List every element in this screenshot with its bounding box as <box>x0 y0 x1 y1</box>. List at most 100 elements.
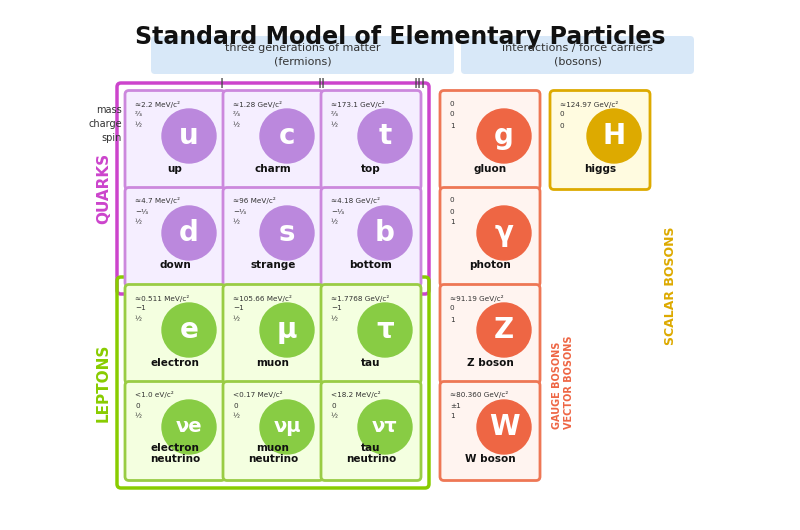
Circle shape <box>260 206 314 260</box>
Text: νe: νe <box>176 418 202 437</box>
Circle shape <box>260 109 314 163</box>
Text: charm: charm <box>254 163 291 173</box>
Text: ⅔: ⅔ <box>233 111 240 118</box>
Text: <0.17 MeV/c²: <0.17 MeV/c² <box>233 392 282 399</box>
FancyBboxPatch shape <box>550 91 650 190</box>
Text: ≈2.2 MeV/c²: ≈2.2 MeV/c² <box>135 101 180 108</box>
Text: Z: Z <box>494 316 514 344</box>
FancyBboxPatch shape <box>440 188 540 287</box>
Text: −1: −1 <box>135 305 146 312</box>
Text: interactions / force carriers
(bosons): interactions / force carriers (bosons) <box>502 43 653 67</box>
Text: ≈1.7768 GeV/c²: ≈1.7768 GeV/c² <box>331 295 390 302</box>
Text: ½: ½ <box>135 413 142 420</box>
Text: ≈4.7 MeV/c²: ≈4.7 MeV/c² <box>135 198 180 205</box>
FancyBboxPatch shape <box>223 285 323 384</box>
Text: γ: γ <box>494 219 514 247</box>
Text: Z boson: Z boson <box>466 358 514 367</box>
Text: mass: mass <box>96 105 122 115</box>
Text: H: H <box>602 122 626 150</box>
Circle shape <box>260 400 314 454</box>
Text: ≈91.19 GeV/c²: ≈91.19 GeV/c² <box>450 295 504 302</box>
Text: SCALAR BOSONS: SCALAR BOSONS <box>664 226 677 344</box>
FancyBboxPatch shape <box>151 36 454 74</box>
Text: t: t <box>378 122 392 150</box>
Text: 1: 1 <box>450 219 454 225</box>
FancyBboxPatch shape <box>125 382 225 481</box>
Text: 0: 0 <box>135 402 140 409</box>
Text: u: u <box>179 122 199 150</box>
Text: ½: ½ <box>135 122 142 128</box>
Text: III: III <box>414 77 426 91</box>
Circle shape <box>162 303 216 357</box>
Circle shape <box>162 206 216 260</box>
Text: 1: 1 <box>450 413 454 420</box>
Text: W: W <box>489 413 519 441</box>
Circle shape <box>477 303 531 357</box>
Text: ≈4.18 GeV/c²: ≈4.18 GeV/c² <box>331 198 380 205</box>
Text: ≈124.97 GeV/c²: ≈124.97 GeV/c² <box>560 101 618 108</box>
FancyBboxPatch shape <box>440 285 540 384</box>
Circle shape <box>587 109 641 163</box>
Text: τ: τ <box>376 316 394 344</box>
Text: 0: 0 <box>450 198 454 204</box>
Text: 0: 0 <box>331 402 336 409</box>
Text: μ: μ <box>277 316 298 344</box>
Text: ½: ½ <box>135 219 142 225</box>
FancyBboxPatch shape <box>321 382 421 481</box>
Text: photon: photon <box>469 261 511 270</box>
Text: electron
neutrino: electron neutrino <box>150 443 200 464</box>
Text: −1: −1 <box>233 305 244 312</box>
Text: top: top <box>361 163 381 173</box>
FancyBboxPatch shape <box>223 382 323 481</box>
FancyBboxPatch shape <box>125 188 225 287</box>
Text: c: c <box>278 122 295 150</box>
FancyBboxPatch shape <box>125 285 225 384</box>
Text: muon
neutrino: muon neutrino <box>248 443 298 464</box>
Circle shape <box>162 400 216 454</box>
Text: bottom: bottom <box>350 261 393 270</box>
Text: ½: ½ <box>135 316 142 322</box>
Text: charge: charge <box>88 119 122 129</box>
FancyBboxPatch shape <box>223 188 323 287</box>
Circle shape <box>358 303 412 357</box>
Text: QUARKS: QUARKS <box>96 153 111 224</box>
Circle shape <box>477 400 531 454</box>
Circle shape <box>358 109 412 163</box>
FancyBboxPatch shape <box>223 91 323 190</box>
Text: e: e <box>179 316 198 344</box>
Text: I: I <box>220 77 224 91</box>
Text: ≈80.360 GeV/c²: ≈80.360 GeV/c² <box>450 392 508 399</box>
FancyBboxPatch shape <box>321 188 421 287</box>
Text: <1.0 eV/c²: <1.0 eV/c² <box>135 392 174 399</box>
Text: ≈96 MeV/c²: ≈96 MeV/c² <box>233 198 276 205</box>
Text: ½: ½ <box>331 219 338 225</box>
Circle shape <box>477 206 531 260</box>
Text: ½: ½ <box>331 122 338 128</box>
Text: 1: 1 <box>450 316 454 322</box>
Text: b: b <box>375 219 395 247</box>
Text: 0: 0 <box>450 101 454 107</box>
Text: ½: ½ <box>233 219 240 225</box>
Text: s: s <box>278 219 295 247</box>
Text: higgs: higgs <box>584 163 616 173</box>
Text: GAUGE BOSONS
VECTOR BOSONS: GAUGE BOSONS VECTOR BOSONS <box>552 335 574 429</box>
FancyBboxPatch shape <box>321 91 421 190</box>
Text: ≈173.1 GeV/c²: ≈173.1 GeV/c² <box>331 101 385 108</box>
Text: ⅔: ⅔ <box>135 111 142 118</box>
Circle shape <box>477 109 531 163</box>
Text: muon: muon <box>257 358 290 367</box>
Text: <18.2 MeV/c²: <18.2 MeV/c² <box>331 392 381 399</box>
Text: ½: ½ <box>233 122 240 128</box>
Text: electron: electron <box>150 358 199 367</box>
Circle shape <box>162 109 216 163</box>
Text: ≈0.511 MeV/c²: ≈0.511 MeV/c² <box>135 295 190 302</box>
Text: 0: 0 <box>560 111 565 118</box>
Text: Standard Model of Elementary Particles: Standard Model of Elementary Particles <box>134 25 666 49</box>
Text: ½: ½ <box>331 316 338 322</box>
FancyBboxPatch shape <box>440 91 540 190</box>
Circle shape <box>358 400 412 454</box>
Text: d: d <box>179 219 199 247</box>
Text: 0: 0 <box>450 208 454 215</box>
Text: tau: tau <box>362 358 381 367</box>
Text: gluon: gluon <box>474 163 506 173</box>
